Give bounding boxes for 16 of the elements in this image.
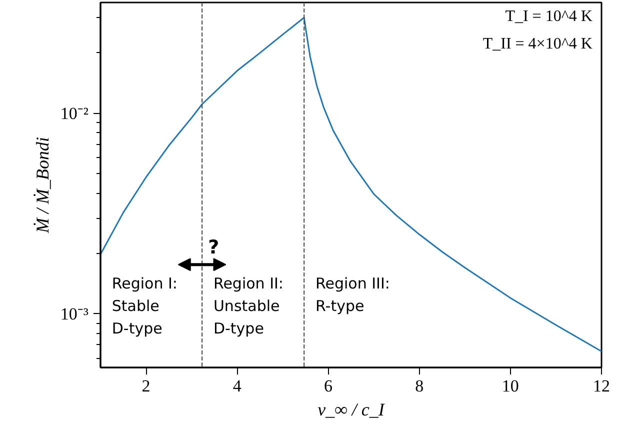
x-tick-label: 4 [232, 376, 242, 396]
y-tick-label: 10⁻³ [60, 304, 89, 324]
x-tick-label: 6 [324, 376, 332, 396]
x-tick-label: 2 [142, 376, 150, 396]
y-tick-label: 10⁻² [60, 104, 89, 123]
annotation: T_I = 10^4 K [505, 8, 593, 25]
x-tick-label: 12 [593, 376, 610, 396]
annotation: Region I: Stable D-type [112, 274, 178, 338]
x-axis-title: v_∞ / c_I [318, 400, 386, 420]
annotation: Region III: R-type [315, 274, 390, 315]
annotation: Region II: Unstable D-type [213, 274, 284, 338]
x-tick-label: 10 [502, 376, 519, 396]
x-tick-label: 8 [415, 376, 424, 396]
annotation: T_II = 4×10^4 K [482, 35, 593, 52]
annotation: ? [208, 236, 220, 259]
y-axis-title: Ṁ / Ṁ_Bondi [32, 136, 52, 234]
